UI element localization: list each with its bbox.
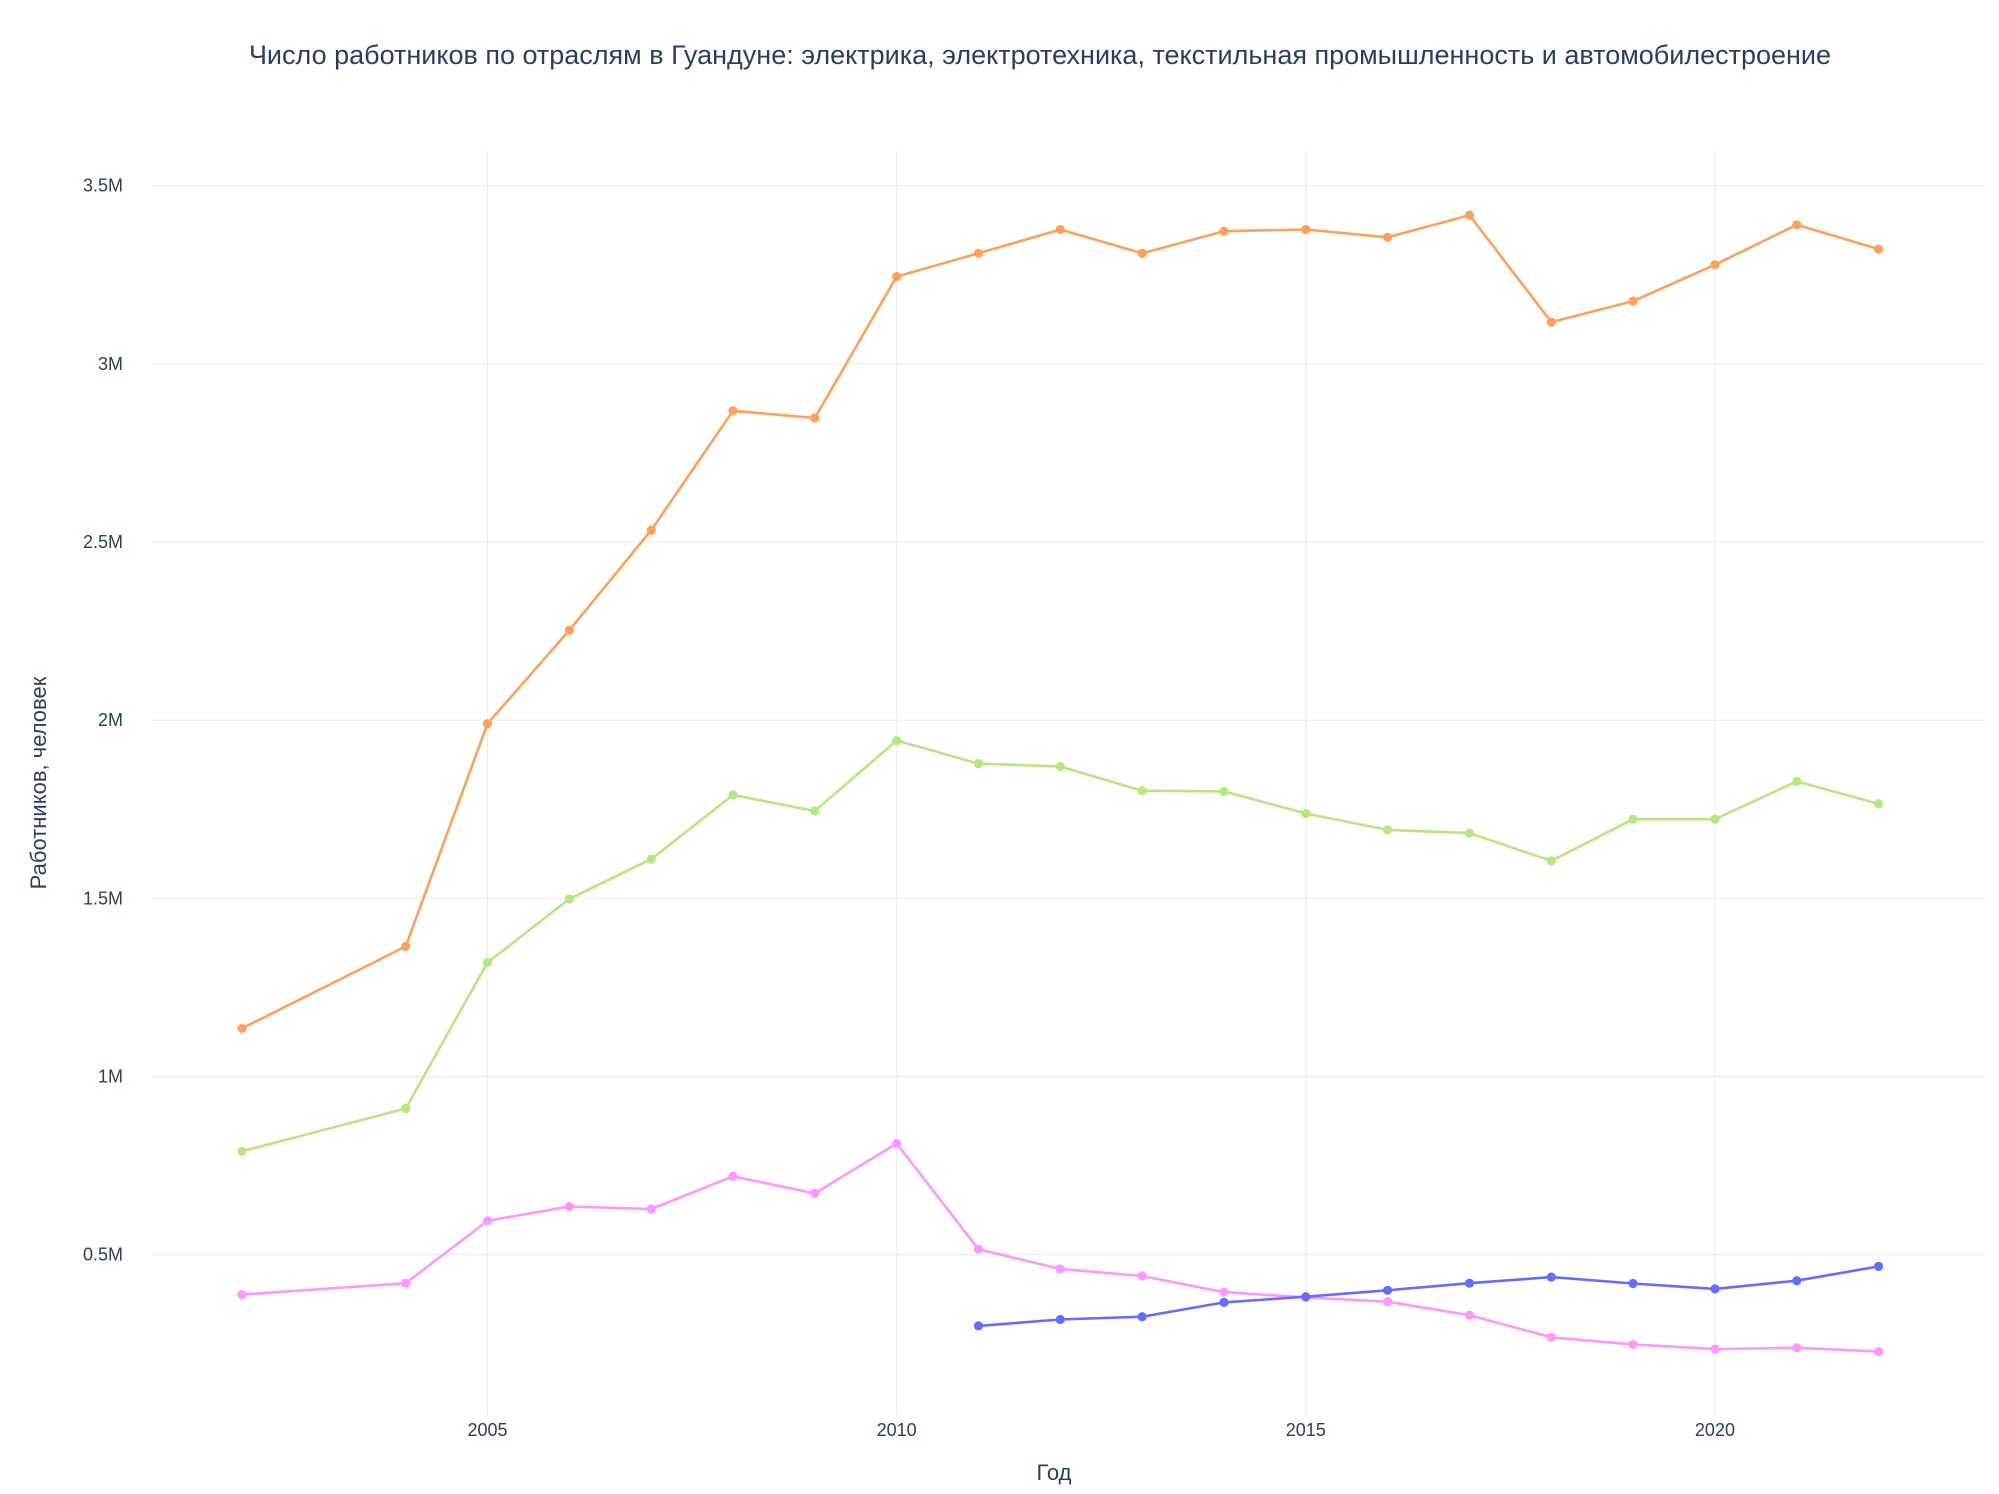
y-tick-label: 3.5M xyxy=(83,176,123,196)
data-point[interactable] xyxy=(973,759,984,769)
data-point[interactable] xyxy=(237,1146,247,1156)
data-point[interactable] xyxy=(810,806,820,816)
data-point[interactable] xyxy=(1628,1339,1638,1349)
y-tick-label: 2M xyxy=(98,710,123,730)
data-point[interactable] xyxy=(1792,220,1802,230)
data-point[interactable] xyxy=(973,1244,984,1254)
data-point[interactable] xyxy=(973,1321,984,1331)
data-point[interactable] xyxy=(1055,224,1065,235)
data-point[interactable] xyxy=(1137,248,1147,258)
data-point[interactable] xyxy=(1137,1312,1147,1322)
data-point[interactable] xyxy=(1546,1272,1556,1282)
series-line xyxy=(978,1265,1879,1328)
data-point[interactable] xyxy=(1546,856,1556,866)
data-point[interactable] xyxy=(892,271,902,282)
data-point[interactable] xyxy=(1628,814,1638,824)
x-tick-label: 2005 xyxy=(467,1420,507,1440)
data-point[interactable] xyxy=(973,248,984,258)
data-point[interactable] xyxy=(1464,1278,1475,1288)
data-point[interactable] xyxy=(646,525,656,535)
data-point[interactable] xyxy=(1546,317,1556,327)
data-point[interactable] xyxy=(1874,244,1884,254)
chart-title: Число работников по отраслям в Гуандуне:… xyxy=(248,40,1832,70)
y-tick-label: 1M xyxy=(98,1066,123,1086)
data-point[interactable] xyxy=(1055,1264,1065,1274)
data-point[interactable] xyxy=(892,735,902,746)
data-point[interactable] xyxy=(401,1278,411,1288)
data-point[interactable] xyxy=(1710,260,1720,270)
series-layer xyxy=(237,210,1884,1357)
y-axis-ticks: 0.5M 1M 1.5M 2M 2.5M 3M 3.5M xyxy=(83,176,123,1265)
data-point[interactable] xyxy=(1137,786,1147,796)
data-point[interactable] xyxy=(1383,1285,1393,1295)
data-point[interactable] xyxy=(1383,232,1393,242)
data-point[interactable] xyxy=(1710,1284,1720,1294)
x-axis-ticks: 2005 2010 2015 2020 xyxy=(467,1420,1735,1440)
series-line xyxy=(241,739,1879,1153)
data-point[interactable] xyxy=(1874,1347,1884,1357)
x-gridlines xyxy=(487,150,1716,1415)
data-point[interactable] xyxy=(1301,1292,1311,1302)
data-point[interactable] xyxy=(1301,224,1311,235)
data-point[interactable] xyxy=(1055,761,1065,772)
data-point[interactable] xyxy=(564,894,574,904)
data-point[interactable] xyxy=(1710,814,1720,824)
data-point[interactable] xyxy=(728,406,738,416)
series-4 xyxy=(973,1261,1884,1331)
data-point[interactable] xyxy=(1219,226,1229,236)
x-tick-label: 2010 xyxy=(877,1420,917,1440)
data-point[interactable] xyxy=(728,1171,738,1181)
data-point[interactable] xyxy=(1464,1310,1475,1320)
data-point[interactable] xyxy=(564,625,574,635)
data-point[interactable] xyxy=(646,1204,656,1214)
data-point[interactable] xyxy=(482,1216,493,1226)
data-point[interactable] xyxy=(1874,1261,1884,1271)
data-point[interactable] xyxy=(646,854,656,864)
series-1 xyxy=(237,210,1884,1033)
y-tick-label: 1.5M xyxy=(83,888,123,908)
x-axis-title: Год xyxy=(1036,1460,1071,1485)
data-point[interactable] xyxy=(237,1290,247,1300)
data-point[interactable] xyxy=(1219,1297,1229,1307)
data-point[interactable] xyxy=(1301,808,1311,819)
x-tick-label: 2015 xyxy=(1286,1420,1326,1440)
data-point[interactable] xyxy=(728,790,738,800)
data-point[interactable] xyxy=(1628,296,1638,306)
data-point[interactable] xyxy=(1055,1314,1065,1325)
series-2 xyxy=(237,735,1884,1156)
data-point[interactable] xyxy=(1383,825,1393,835)
data-point[interactable] xyxy=(1137,1271,1147,1281)
data-point[interactable] xyxy=(1219,786,1229,797)
data-point[interactable] xyxy=(1874,799,1884,809)
data-point[interactable] xyxy=(1546,1332,1556,1342)
data-point[interactable] xyxy=(1464,828,1475,838)
series-line xyxy=(241,213,1879,1030)
data-point[interactable] xyxy=(810,413,820,423)
data-point[interactable] xyxy=(482,957,493,968)
data-point[interactable] xyxy=(401,1103,411,1114)
data-point[interactable] xyxy=(1792,1343,1802,1353)
data-point[interactable] xyxy=(482,719,493,729)
data-point[interactable] xyxy=(401,941,411,952)
data-point[interactable] xyxy=(564,1201,574,1212)
data-point[interactable] xyxy=(1792,1276,1802,1286)
data-point[interactable] xyxy=(237,1023,247,1033)
x-tick-label: 2020 xyxy=(1695,1420,1735,1440)
series-line xyxy=(241,1142,1879,1353)
y-tick-label: 2.5M xyxy=(83,532,123,552)
data-point[interactable] xyxy=(1792,776,1802,787)
y-gridlines xyxy=(152,185,1985,1256)
data-point[interactable] xyxy=(1710,1344,1720,1354)
y-tick-label: 0.5M xyxy=(83,1245,123,1265)
y-axis-title: Работников, человек xyxy=(26,676,51,889)
data-point[interactable] xyxy=(1219,1287,1229,1297)
data-point[interactable] xyxy=(1383,1297,1393,1307)
data-point[interactable] xyxy=(810,1188,820,1198)
y-tick-label: 3M xyxy=(98,354,123,374)
data-point[interactable] xyxy=(892,1138,902,1149)
data-point[interactable] xyxy=(1628,1278,1638,1289)
data-point[interactable] xyxy=(1464,210,1475,220)
